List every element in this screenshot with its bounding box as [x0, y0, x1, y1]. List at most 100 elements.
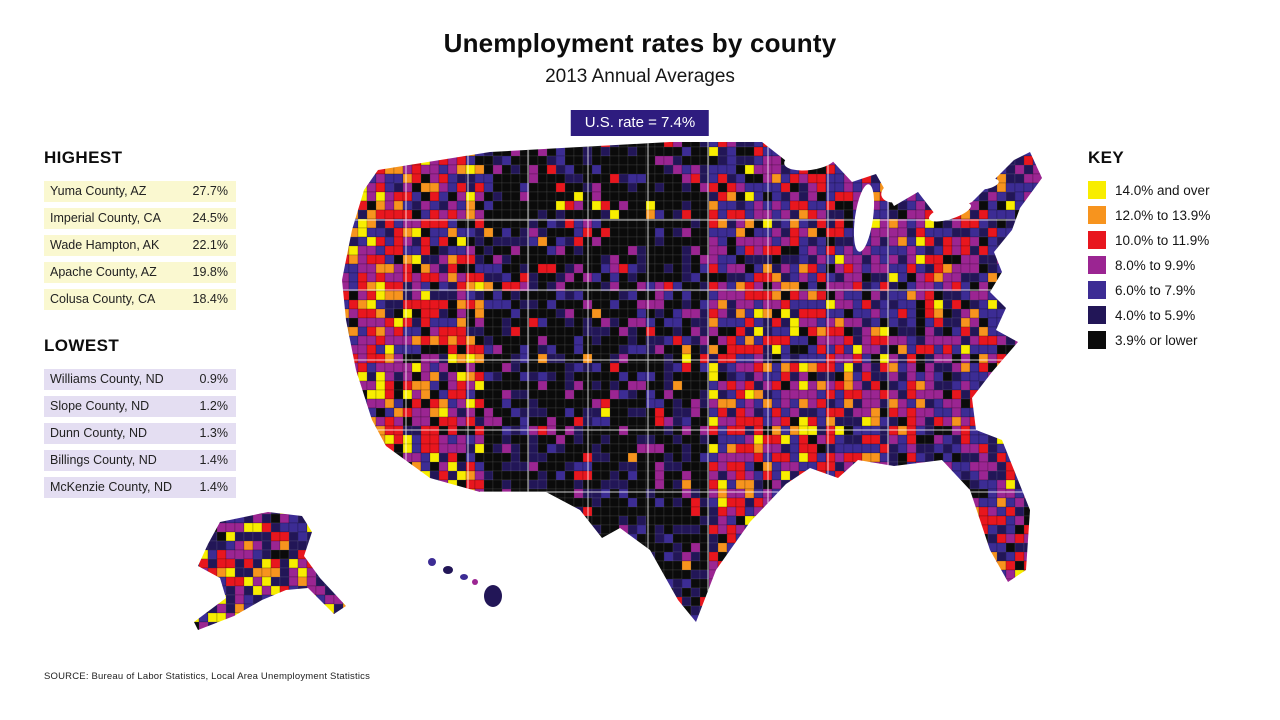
- county-cell: [243, 603, 254, 614]
- county-cell: [315, 585, 326, 596]
- county-cell: [492, 488, 503, 499]
- county-cell: [771, 200, 782, 211]
- county-cell: [951, 533, 962, 544]
- county-cell: [528, 524, 539, 535]
- county-cell: [933, 371, 944, 382]
- county-cell: [969, 479, 980, 490]
- county-cell: [753, 398, 764, 409]
- county-cell: [897, 569, 908, 580]
- county-cell: [897, 344, 908, 355]
- county-cell: [618, 569, 629, 580]
- county-cell: [789, 578, 800, 589]
- county-cell: [298, 631, 307, 640]
- county-cell: [1032, 551, 1042, 562]
- county-cell: [342, 254, 350, 265]
- county-cell: [402, 578, 413, 589]
- county-cell: [996, 290, 1007, 301]
- county-cell: [528, 182, 539, 193]
- county-cell: [834, 254, 845, 265]
- county-cell: [465, 380, 476, 391]
- hawaii-island: [472, 579, 478, 585]
- county-cell: [393, 524, 404, 535]
- county-cell: [924, 142, 935, 148]
- county-cell: [501, 290, 512, 301]
- county-cell: [942, 497, 953, 508]
- county-cell: [456, 452, 467, 463]
- county-cell: [1041, 605, 1042, 616]
- county-cell: [987, 142, 998, 148]
- county-cell: [366, 191, 377, 202]
- county-cell: [969, 407, 980, 418]
- county-cell: [807, 200, 818, 211]
- county-cell: [663, 164, 674, 175]
- county-cell: [933, 254, 944, 265]
- county-cell: [645, 461, 656, 472]
- county-cell: [609, 227, 620, 238]
- county-cell: [199, 631, 208, 640]
- county-cell: [375, 290, 386, 301]
- county-cell: [717, 551, 728, 562]
- county-cell: [447, 506, 458, 517]
- county-cell: [1032, 254, 1042, 265]
- county-cell: [681, 191, 692, 202]
- county-cell: [708, 542, 719, 553]
- county-cell: [1032, 281, 1042, 292]
- county-cell: [474, 335, 485, 346]
- county-cell: [591, 173, 602, 184]
- county-cell: [888, 614, 899, 622]
- great-lakes: [784, 149, 999, 252]
- county-cell: [1041, 497, 1042, 508]
- county-cell: [942, 164, 953, 175]
- county-cell: [1041, 142, 1042, 148]
- county-cell: [789, 272, 800, 283]
- county-cell: [951, 596, 962, 607]
- county-cell: [492, 560, 503, 571]
- county-cell: [456, 142, 467, 148]
- county-cell: [582, 533, 593, 544]
- county-cell: [1014, 173, 1025, 184]
- county-cell: [600, 407, 611, 418]
- county-cell: [1014, 416, 1025, 427]
- county-cell: [816, 614, 827, 622]
- county-cell: [960, 254, 971, 265]
- county-cell: [465, 551, 476, 562]
- county-cell: [234, 603, 245, 614]
- county-cell: [960, 434, 971, 445]
- county-cell: [790, 624, 799, 633]
- county-cell: [564, 362, 575, 373]
- county-cell: [690, 533, 701, 544]
- county-cell: [402, 587, 413, 598]
- county-cell: [609, 524, 620, 535]
- county-cell: [366, 326, 377, 337]
- county-cell: [780, 569, 791, 580]
- county-cell: [663, 434, 674, 445]
- county-cell: [366, 605, 377, 616]
- county-cell: [393, 515, 404, 526]
- county-cell: [456, 488, 467, 499]
- county-cell: [906, 353, 917, 364]
- county-cell: [735, 587, 746, 598]
- county-cell: [555, 236, 566, 247]
- county-cell: [771, 443, 782, 454]
- county-cell: [366, 371, 377, 382]
- county-cell: [897, 398, 908, 409]
- county-cell: [306, 512, 317, 515]
- county-cell: [618, 308, 629, 319]
- county-cell: [834, 308, 845, 319]
- county-cell: [654, 398, 665, 409]
- county-cell: [789, 299, 800, 310]
- county-cell: [483, 506, 494, 517]
- county-cell: [573, 488, 584, 499]
- county-cell: [447, 416, 458, 427]
- county-cell: [591, 272, 602, 283]
- county-cell: [564, 533, 575, 544]
- county-cell: [324, 567, 335, 578]
- county-cell: [627, 236, 638, 247]
- county-cell: [609, 299, 620, 310]
- county-cell: [1023, 344, 1034, 355]
- county-cell: [537, 470, 548, 481]
- county-cell: [708, 614, 719, 622]
- county-cell: [735, 290, 746, 301]
- county-cell: [996, 524, 1007, 535]
- county-cell: [924, 290, 935, 301]
